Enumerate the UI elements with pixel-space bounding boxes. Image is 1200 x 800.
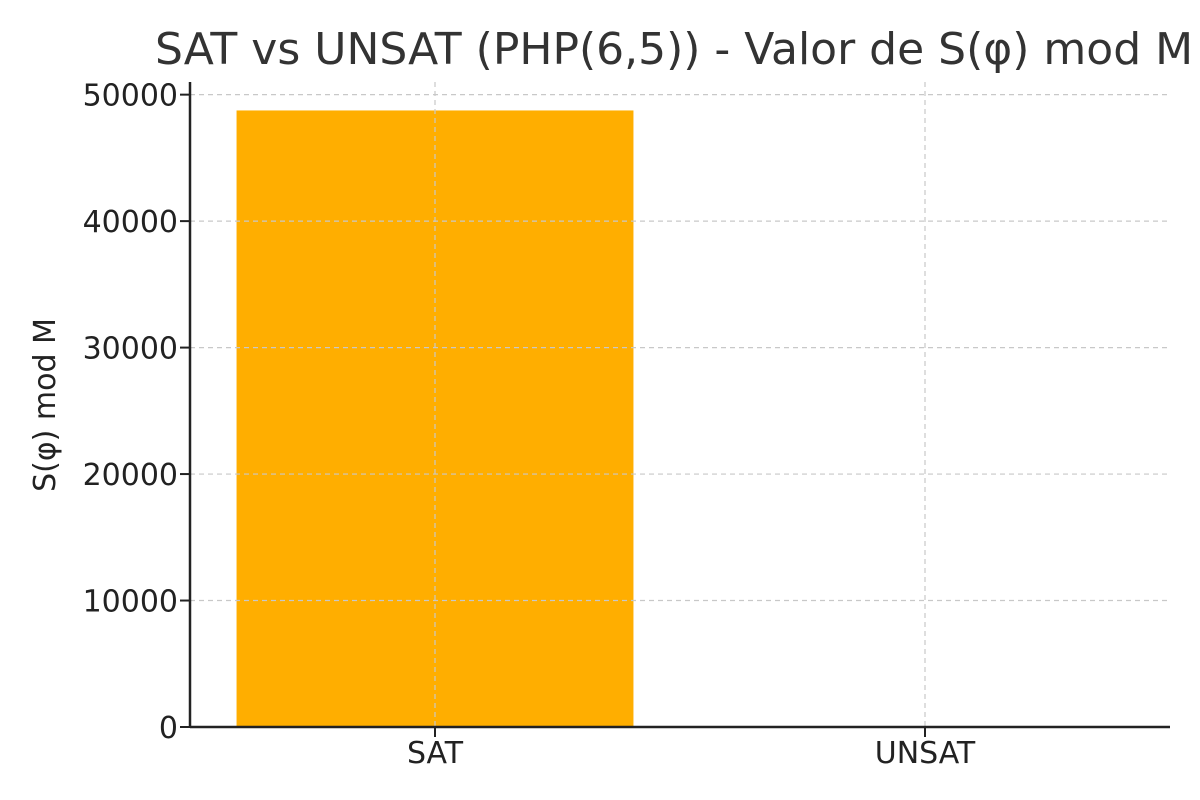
y-tick-label-4: 40000	[83, 205, 178, 240]
y-tick-label-1: 10000	[83, 585, 178, 620]
y-tick-label-0: 0	[159, 711, 178, 746]
y-tick-label-2: 20000	[83, 458, 178, 493]
chart-title: SAT vs UNSAT (PHP(6,5)) - Valor de S(φ) …	[155, 24, 1193, 75]
ticks: 0 10000 20000 30000 40000 50000 SAT UNSAT	[83, 79, 976, 771]
y-tick-label-5: 50000	[83, 79, 178, 114]
y-axis-label: S(φ) mod M	[28, 318, 63, 492]
x-tick-label-1: UNSAT	[875, 736, 976, 771]
grid-lines	[190, 82, 1170, 727]
x-tick-label-0: SAT	[407, 736, 464, 771]
y-tick-label-3: 30000	[83, 332, 178, 367]
axes	[188, 82, 1170, 729]
